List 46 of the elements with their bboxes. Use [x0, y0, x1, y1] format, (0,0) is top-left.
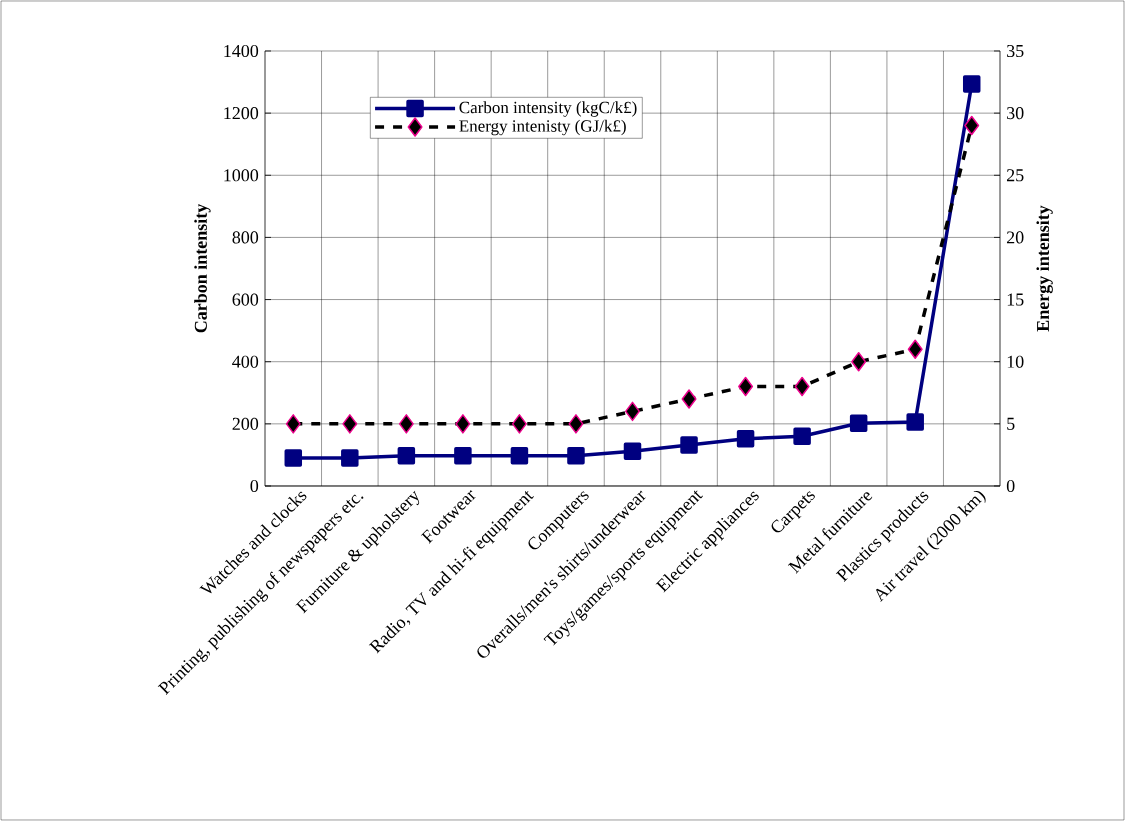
point	[567, 447, 585, 465]
point	[681, 389, 697, 409]
point	[851, 351, 867, 372]
y2-tick-label: 10	[1007, 355, 1024, 368]
point	[794, 376, 810, 397]
point	[284, 449, 303, 467]
y-tick-label: 1000	[224, 169, 259, 182]
y2-tick-label: 0	[1006, 479, 1015, 493]
point	[962, 75, 981, 93]
point	[625, 401, 641, 422]
point	[736, 430, 755, 448]
y-tick-label: 200	[232, 417, 259, 430]
point	[907, 339, 923, 360]
legend-label: Energy intenisty (GJ/k£)	[459, 119, 626, 136]
y2-tick-label: 5	[1007, 417, 1015, 430]
point	[341, 449, 359, 467]
point	[511, 414, 527, 434]
y-tick-label: 0	[250, 479, 259, 493]
point	[455, 414, 471, 434]
legend-label: Carbon intensity (kgC/k£)	[459, 101, 637, 117]
y2-tick-label: 15	[1007, 293, 1024, 306]
point	[397, 447, 416, 465]
point	[285, 414, 301, 434]
point	[849, 414, 868, 432]
y2-axis-title: Energy intensity	[1036, 205, 1053, 332]
point	[342, 414, 358, 434]
y2-tick-label: 25	[1006, 169, 1024, 182]
point	[906, 413, 924, 431]
point	[680, 436, 698, 454]
y-tick-label: 400	[232, 355, 259, 368]
point	[398, 414, 414, 434]
point	[623, 442, 642, 460]
point	[454, 447, 472, 465]
y-axis-title: Carbon intensity	[194, 203, 211, 333]
y-tick-label: 800	[232, 231, 259, 244]
y2-tick-label: 20	[1006, 231, 1024, 244]
y-tick-label: 1400	[224, 44, 259, 58]
y-tick-label: 1200	[224, 107, 259, 120]
point	[510, 447, 529, 465]
point	[964, 115, 980, 136]
y-tick-label: 600	[232, 293, 259, 306]
point	[738, 376, 754, 397]
point	[568, 414, 584, 434]
point	[793, 427, 811, 446]
y2-tick-label: 30	[1007, 107, 1024, 120]
y2-tick-label: 35	[1007, 44, 1024, 58]
